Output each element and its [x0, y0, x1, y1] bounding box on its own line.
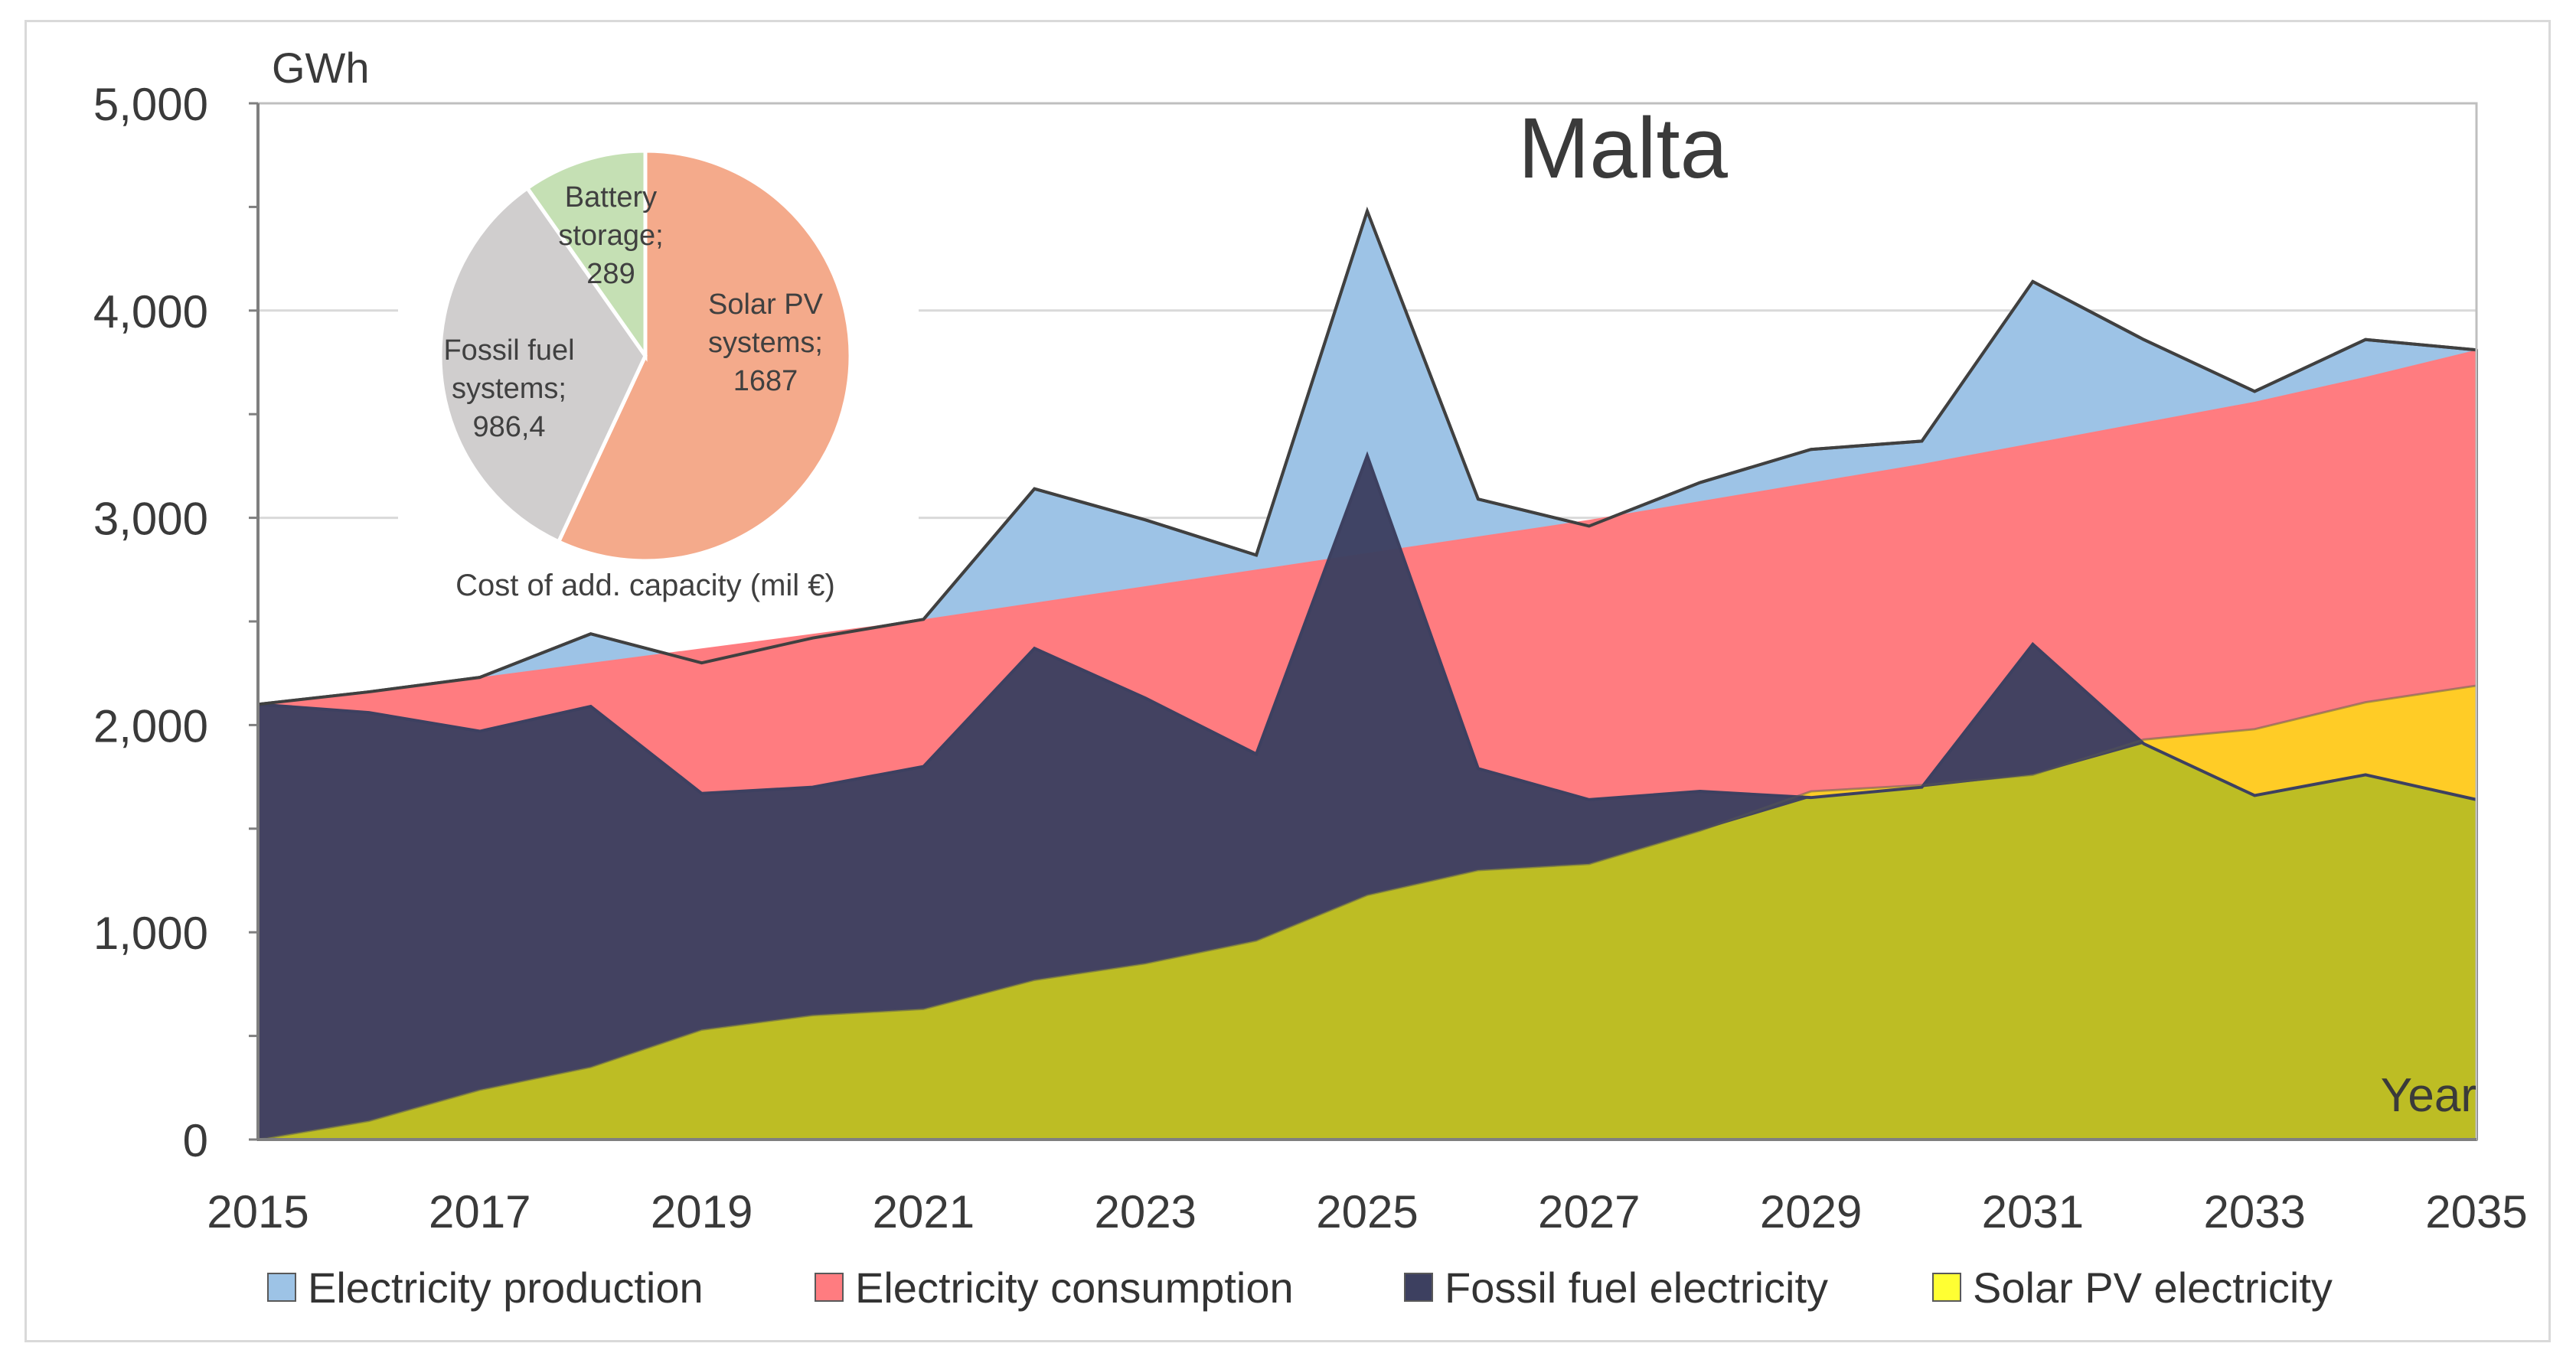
legend-item: Solar PV electricity	[1932, 1264, 2333, 1312]
legend-swatch	[1932, 1273, 1961, 1302]
legend: Electricity production Electricity consum…	[267, 1264, 2333, 1312]
legend-label: Solar PV electricity	[1973, 1264, 2333, 1312]
pie-slice-label: Fossil fuel	[443, 334, 574, 367]
pie-slice-label: storage;	[558, 220, 663, 252]
line-electricity-production	[257, 206, 2477, 706]
inset-pie-chart: Solar PV systems; 1687 Fossil fuel systems; 9…	[398, 129, 919, 618]
pie-slice	[556, 148, 853, 563]
line-solar-pv-electricity	[257, 684, 2477, 1141]
legend-swatch	[815, 1273, 844, 1302]
legend-label: Electricity consumption	[855, 1264, 1294, 1312]
legend-item: Electricity production	[267, 1264, 704, 1312]
x-tick-label: 2025	[1316, 1186, 1418, 1237]
chart-areas	[256, 206, 2478, 1141]
legend-item: Fossil fuel electricity	[1404, 1264, 1828, 1312]
y-tick-label: 2,000	[93, 700, 208, 752]
pie-slice-label: Solar PV	[708, 289, 824, 321]
pie-slice-label: systems;	[452, 373, 566, 405]
legend-label: Fossil fuel electricity	[1445, 1264, 1828, 1312]
x-tick-label: 2029	[1760, 1186, 1862, 1237]
x-tick-label: 2031	[1982, 1186, 2084, 1237]
x-tick-label: 2033	[2203, 1186, 2305, 1237]
x-axis-label: Year	[2381, 1069, 2476, 1122]
x-tick-label: 2017	[429, 1186, 531, 1237]
pie-slice-label: 289	[586, 258, 635, 290]
legend-item: Electricity consumption	[815, 1264, 1294, 1312]
x-tick-label: 2027	[1538, 1186, 1640, 1237]
x-tick-label: 2035	[2425, 1186, 2527, 1237]
pie-slice-label: Battery	[565, 181, 657, 214]
y-tick-label: 3,000	[93, 494, 208, 545]
y-axis-unit-label: GWh	[272, 44, 370, 92]
line-fossil-fuel-electricity	[257, 451, 2477, 801]
pie-slice-label: systems;	[708, 327, 823, 359]
y-tick-label: 1,000	[93, 908, 208, 959]
y-tick-label: 4,000	[93, 286, 208, 337]
x-tick-label: 2019	[651, 1186, 753, 1237]
legend-swatch	[267, 1273, 296, 1302]
pie-slice-label: 1687	[733, 365, 798, 397]
legend-label: Electricity production	[308, 1264, 704, 1312]
area-solar-fossil-overlap	[258, 743, 2476, 1140]
pie-slice	[524, 148, 648, 362]
x-tick-label: 2021	[873, 1186, 975, 1237]
y-tick-label: 0	[183, 1115, 208, 1166]
pie-caption: Cost of add. capacity (mil €)	[455, 569, 835, 602]
chart-frame	[24, 20, 2551, 1342]
pie-slice-label: 986,4	[472, 411, 545, 443]
x-axis-ticks: 2015 2017 2019 2021 2023 2025 2027 2029 2031 2033…	[207, 1186, 2527, 1237]
pie-slice	[438, 185, 648, 545]
axes	[249, 102, 2478, 1141]
legend-swatch	[1404, 1273, 1433, 1302]
x-tick-label: 2015	[207, 1186, 309, 1237]
y-tick-label: 5,000	[93, 79, 208, 130]
x-tick-label: 2023	[1094, 1186, 1196, 1237]
y-axis-ticks: 0 1,000 2,000 3,000 4,000 5,000	[93, 79, 208, 1166]
chart-title: Malta	[1518, 100, 1729, 196]
